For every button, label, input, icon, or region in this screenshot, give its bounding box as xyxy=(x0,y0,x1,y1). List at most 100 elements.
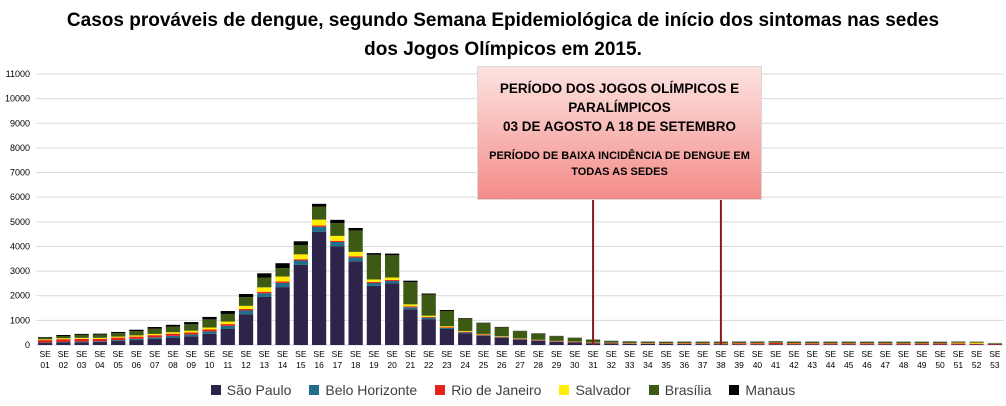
bar-segment xyxy=(859,344,875,345)
bar-segment xyxy=(348,251,363,257)
bar-segment xyxy=(92,338,108,342)
x-tick-label: SE 12 xyxy=(240,349,252,370)
bar-segment xyxy=(695,344,710,345)
bar-segment xyxy=(859,343,875,345)
bar-segment xyxy=(257,293,272,297)
bar-segment xyxy=(293,260,308,265)
x-tick-label: SE 10 xyxy=(204,349,216,370)
x-tick-label: SE 46 xyxy=(861,349,873,370)
legend-swatch xyxy=(648,385,659,395)
bar-segment xyxy=(421,319,436,345)
bar-segment xyxy=(476,323,491,334)
x-tick-label: SE 27 xyxy=(514,349,526,370)
bar-segment xyxy=(458,318,473,319)
x-tick-label: SE 25 xyxy=(478,349,490,370)
bar-segment xyxy=(604,343,619,345)
x-tick-label: SE 05 xyxy=(113,349,125,370)
bar-segment xyxy=(732,344,747,345)
bar-segment xyxy=(567,342,582,345)
bar-segment xyxy=(38,343,53,345)
y-tick-label: 2000 xyxy=(10,291,30,301)
bar-segment xyxy=(202,316,217,320)
bar-segment xyxy=(421,317,436,320)
bar-segment xyxy=(147,328,162,334)
bar-segment xyxy=(74,338,89,342)
bar-segment xyxy=(878,341,893,344)
legend-item: Manaus xyxy=(729,382,795,398)
bar-segment xyxy=(293,259,308,261)
y-tick-label: 4000 xyxy=(10,241,30,251)
bar-segment xyxy=(969,342,984,344)
bar-segment xyxy=(111,336,126,338)
bar-segment xyxy=(147,333,162,336)
bar-segment xyxy=(275,263,290,269)
bar-segment xyxy=(494,327,509,337)
bar-segment xyxy=(385,253,400,256)
bar-segment xyxy=(202,327,217,330)
bar-segment xyxy=(56,335,71,337)
olympics-period-annotation: PERÍODO DOS JOGOS OLÍMPICOS E PARALÍMPIC… xyxy=(477,66,762,200)
x-tick-label: SE 47 xyxy=(880,349,892,370)
legend-label: Belo Horizonte xyxy=(325,382,418,398)
x-tick-label: SE 49 xyxy=(916,349,928,370)
bar-segment xyxy=(184,330,199,333)
bar-segment xyxy=(512,331,528,339)
legend-label: Rio de Janeiro xyxy=(451,382,542,398)
legend-swatch xyxy=(729,385,740,395)
bar-segment xyxy=(184,332,199,335)
bar-segment xyxy=(476,335,491,345)
annotation-sub-line-1: PERÍODO DE BAIXA INCIDÊNCIA DE DENGUE EM xyxy=(489,150,750,162)
y-tick-label: 1000 xyxy=(10,315,30,325)
legend-label: Manaus xyxy=(745,382,796,398)
bar-segment xyxy=(549,336,564,341)
bar-segment xyxy=(56,342,71,345)
bar-segment xyxy=(421,316,436,318)
x-tick-label: SE 03 xyxy=(76,349,88,370)
legend-label: São Paulo xyxy=(226,382,292,398)
bar-segment xyxy=(348,257,363,262)
bar-segment xyxy=(494,337,509,345)
bar-segment xyxy=(111,341,126,345)
bar-segment xyxy=(896,341,911,344)
bar-segment xyxy=(695,343,710,345)
bar-segment xyxy=(92,341,108,343)
bar-segment xyxy=(129,340,144,345)
bar-segment xyxy=(531,340,546,345)
bar-segment xyxy=(165,332,181,334)
bar-segment xyxy=(129,336,144,339)
bar-segment xyxy=(951,342,966,344)
x-tick-label: SE 19 xyxy=(368,349,380,370)
legend-item: São Paulo xyxy=(210,382,292,398)
x-tick-label: SE 43 xyxy=(807,349,819,370)
x-tick-label: SE 01 xyxy=(39,349,51,370)
bar-segment xyxy=(165,335,181,338)
bar-segment xyxy=(385,277,400,280)
x-tick-label: SE 39 xyxy=(733,349,745,370)
y-tick-label: 9000 xyxy=(10,118,30,128)
bar-segment xyxy=(111,337,126,341)
x-tick-label: SE 45 xyxy=(843,349,855,370)
bar-segment xyxy=(220,324,235,326)
bar-segment xyxy=(366,282,382,286)
x-tick-label: SE 15 xyxy=(295,349,307,370)
legend-label: Brasília xyxy=(664,382,712,398)
bar-segment xyxy=(403,307,418,310)
bar-segment xyxy=(786,341,802,344)
bar-segment xyxy=(768,344,783,345)
x-tick-label: SE 38 xyxy=(715,349,727,370)
bar-segment xyxy=(111,340,126,342)
bar-segment xyxy=(385,279,400,281)
x-tick-label: SE 14 xyxy=(277,349,289,370)
y-tick-label: 10000 xyxy=(5,94,30,104)
bar-segment xyxy=(823,341,838,344)
bar-segment xyxy=(385,283,400,345)
bar-segment xyxy=(56,339,71,342)
bar-segment xyxy=(238,305,254,310)
bar-segment xyxy=(330,223,345,236)
bar-segment xyxy=(275,276,290,282)
legend-swatch xyxy=(559,385,570,395)
bar-segment xyxy=(129,335,144,337)
x-tick-label: SE 07 xyxy=(149,349,161,370)
bar-segment xyxy=(421,293,436,295)
